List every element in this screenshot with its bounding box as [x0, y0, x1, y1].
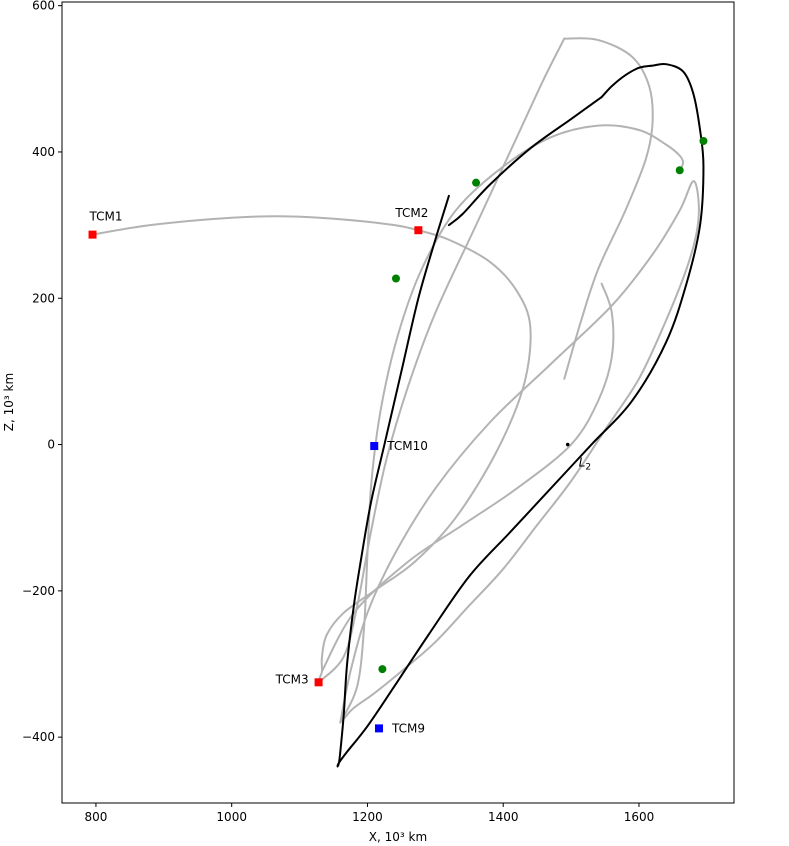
x-tick-label-1: 1000 [216, 810, 247, 824]
tcm-label-1: TCM2 [394, 206, 428, 220]
y-tick-label-2: 0 [47, 438, 55, 452]
plot-area [61, 1, 735, 804]
green-marker-2 [675, 166, 684, 175]
x-tick-label-4: 1600 [624, 810, 655, 824]
series-layer [91, 37, 705, 768]
tcm-marker-0 [88, 230, 97, 239]
tcm-marker-2 [314, 678, 323, 687]
trajectory-curve-5 [339, 180, 700, 724]
trajectory-curve-0 [91, 215, 420, 236]
green-marker-1 [472, 178, 481, 187]
y-tick-label-0: −400 [22, 730, 55, 744]
x-tick-label-2: 1200 [352, 810, 383, 824]
tcm-marker-3 [370, 442, 379, 451]
tcm-label-2: TCM3 [275, 672, 309, 686]
x-tick-label-3: 1400 [488, 810, 519, 824]
trajectory-curve-4 [320, 282, 615, 673]
tcm-label-0: TCM1 [89, 210, 123, 224]
y-tick-label-3: 200 [32, 291, 55, 305]
tcm-label-3: TCM10 [386, 439, 428, 453]
tcm-label-4: TCM9 [391, 721, 425, 735]
x-axis-label: X, 10³ km [369, 830, 427, 844]
orbit-curve-8 [447, 96, 603, 227]
y-ticks: −400 −200 0 200 400 600 [22, 0, 62, 744]
y-tick-label-4: 400 [32, 145, 55, 159]
trajectory-curve-3 [563, 37, 654, 380]
trajectory-curve-6 [339, 124, 685, 724]
green-marker-0 [391, 274, 400, 283]
y-tick-label-1: −200 [22, 584, 55, 598]
l2-subscript: 2 [585, 463, 591, 473]
y-tick-label-5: 600 [32, 0, 55, 13]
green-marker-4 [378, 665, 387, 674]
green-marker-3 [699, 136, 708, 145]
x-tick-label-0: 800 [84, 810, 107, 824]
y-axis-label: Z, 10³ km [2, 373, 16, 431]
x-ticks: 800 1000 1200 1400 1600 [84, 803, 654, 824]
tcm-marker-1 [414, 226, 423, 235]
tcm-marker-4 [374, 724, 383, 733]
l2-point [565, 442, 570, 447]
trajectory-curve-1 [317, 229, 532, 684]
orbit-curve-7 [336, 62, 705, 768]
